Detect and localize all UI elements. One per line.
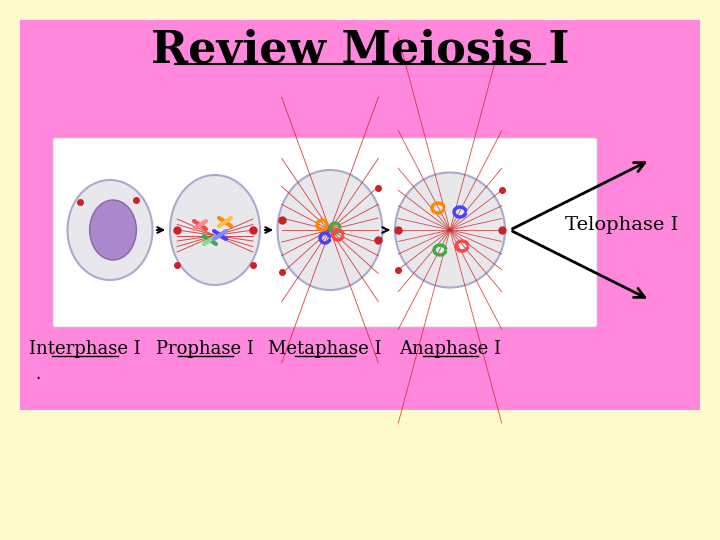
FancyBboxPatch shape xyxy=(53,138,597,327)
Text: .: . xyxy=(35,365,40,383)
Text: Telophase I: Telophase I xyxy=(565,216,678,234)
Text: Anaphase I: Anaphase I xyxy=(399,340,501,358)
Ellipse shape xyxy=(89,200,136,260)
Text: Interphase I: Interphase I xyxy=(29,340,141,358)
FancyBboxPatch shape xyxy=(20,20,700,410)
Ellipse shape xyxy=(68,180,153,280)
Ellipse shape xyxy=(395,172,505,287)
Ellipse shape xyxy=(170,175,260,285)
Text: Metaphase I: Metaphase I xyxy=(269,340,382,358)
Text: Prophase I: Prophase I xyxy=(156,340,254,358)
Ellipse shape xyxy=(277,170,382,290)
Text: Review Meiosis I: Review Meiosis I xyxy=(150,29,570,71)
